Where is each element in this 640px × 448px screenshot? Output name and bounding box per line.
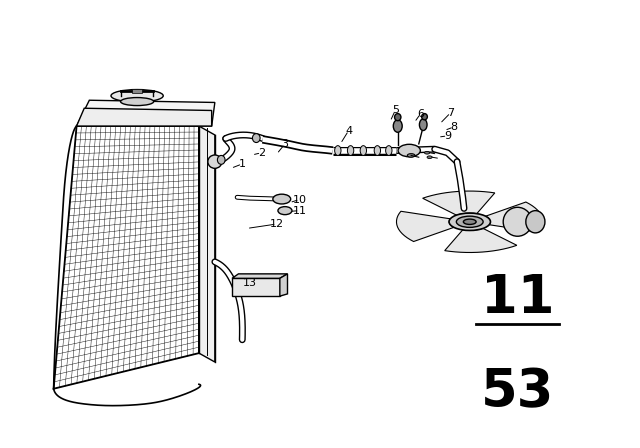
FancyBboxPatch shape — [132, 89, 142, 93]
Ellipse shape — [419, 119, 427, 130]
Ellipse shape — [218, 155, 225, 164]
Polygon shape — [232, 274, 287, 278]
Text: 1: 1 — [239, 159, 246, 169]
Ellipse shape — [111, 90, 163, 102]
Polygon shape — [397, 211, 454, 241]
Text: 6: 6 — [417, 108, 424, 119]
Text: 11: 11 — [481, 272, 554, 324]
Ellipse shape — [407, 154, 415, 157]
Ellipse shape — [374, 146, 381, 155]
Ellipse shape — [273, 194, 291, 204]
Text: 12: 12 — [269, 219, 284, 229]
Polygon shape — [232, 278, 280, 296]
Ellipse shape — [278, 207, 292, 215]
Text: 2: 2 — [258, 148, 265, 158]
Text: 5: 5 — [392, 105, 399, 116]
Text: 8: 8 — [451, 122, 458, 132]
Ellipse shape — [398, 144, 420, 157]
Ellipse shape — [252, 134, 260, 142]
Ellipse shape — [463, 219, 476, 224]
Ellipse shape — [424, 151, 429, 154]
Text: 10: 10 — [292, 194, 307, 205]
Text: 3: 3 — [282, 139, 289, 149]
Text: 13: 13 — [243, 278, 257, 288]
Ellipse shape — [386, 146, 392, 155]
Ellipse shape — [427, 156, 432, 159]
Polygon shape — [280, 274, 287, 296]
Text: 11: 11 — [292, 206, 307, 215]
Ellipse shape — [360, 146, 367, 155]
Ellipse shape — [208, 155, 222, 168]
Ellipse shape — [456, 216, 483, 228]
Ellipse shape — [526, 211, 545, 233]
Polygon shape — [486, 202, 543, 232]
Ellipse shape — [449, 213, 490, 230]
Ellipse shape — [394, 120, 402, 132]
Polygon shape — [445, 228, 517, 253]
Polygon shape — [199, 126, 215, 362]
Polygon shape — [422, 191, 495, 215]
Text: 9: 9 — [444, 131, 451, 141]
Text: 53: 53 — [481, 366, 554, 418]
Polygon shape — [77, 100, 215, 126]
Ellipse shape — [394, 114, 401, 121]
Ellipse shape — [422, 114, 428, 120]
Ellipse shape — [335, 146, 341, 155]
Ellipse shape — [503, 207, 532, 236]
Ellipse shape — [348, 146, 354, 155]
Polygon shape — [77, 108, 212, 126]
Text: 4: 4 — [345, 125, 352, 135]
Text: 7: 7 — [447, 108, 454, 118]
Ellipse shape — [120, 98, 154, 106]
